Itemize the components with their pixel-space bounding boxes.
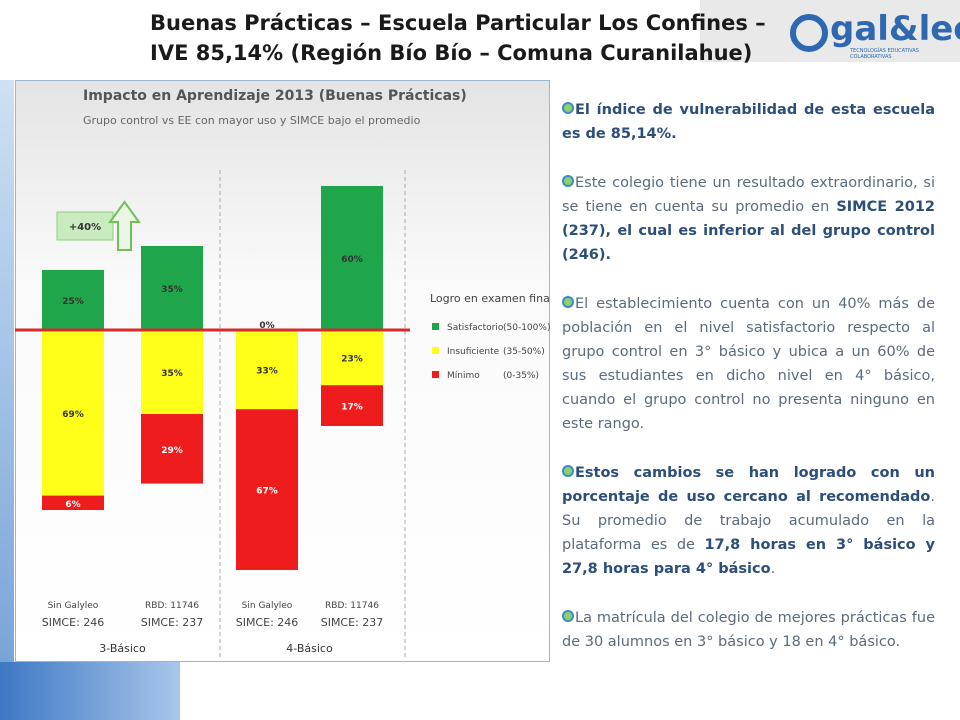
logo-band bbox=[700, 0, 960, 62]
bar-segment bbox=[42, 495, 104, 510]
legend-label: Mínimo bbox=[447, 371, 480, 381]
bar-segment bbox=[42, 330, 104, 496]
legend-title: Logro en examen final bbox=[430, 292, 550, 305]
annotation: +40% bbox=[69, 222, 101, 233]
value-label: 29% bbox=[161, 446, 183, 456]
legend-range: (50-100%) bbox=[503, 323, 550, 333]
bullet-text: 17,8 horas en 3° básico y 27,8 horas par… bbox=[562, 537, 935, 577]
x-tick-label: RBD: 11746 bbox=[325, 601, 379, 611]
bar-segment bbox=[141, 330, 203, 414]
legend-swatch bbox=[432, 323, 439, 330]
chart-title: Impacto en Aprendizaje 2013 (Buenas Prác… bbox=[83, 88, 467, 104]
value-label: 17% bbox=[341, 403, 363, 413]
value-label: 35% bbox=[161, 285, 183, 295]
bar-segment bbox=[236, 409, 298, 570]
bullet: El establecimiento cuenta con un 40% más… bbox=[562, 292, 935, 436]
bullets: El índice de vulnerabilidad de esta escu… bbox=[562, 98, 935, 679]
x-tick-label: SIMCE: 237 bbox=[141, 616, 204, 629]
legend-range: (0-35%) bbox=[503, 371, 539, 381]
bullet-text: . Su promedio de trabajo acumulado en la… bbox=[562, 489, 935, 553]
x-tick-label: SIMCE: 246 bbox=[42, 616, 105, 629]
bullet-text: La matrícula del colegio de mejores prác… bbox=[562, 610, 935, 650]
value-label: 6% bbox=[65, 500, 80, 510]
bar-segment bbox=[141, 414, 203, 484]
bullet: El índice de vulnerabilidad de esta escu… bbox=[562, 98, 935, 146]
bullet-text: El índice de vulnerabilidad de esta escu… bbox=[562, 102, 935, 142]
value-label: 25% bbox=[62, 297, 84, 307]
bullet-icon bbox=[562, 296, 574, 308]
bar-segment bbox=[236, 330, 298, 410]
value-label: 69% bbox=[62, 410, 84, 420]
up-arrow bbox=[108, 200, 141, 251]
x-tick-label: SIMCE: 246 bbox=[236, 616, 299, 629]
bullet-text: SIMCE 2012 (237), el cual es inferior al… bbox=[562, 199, 935, 263]
bar-segment bbox=[321, 330, 383, 386]
value-label: 67% bbox=[256, 487, 278, 497]
bar-segment bbox=[141, 246, 203, 330]
bar-segment bbox=[321, 186, 383, 330]
value-label: 60% bbox=[341, 255, 363, 265]
logo-tagline: TECNOLOGÍAS EDUCATIVAS COLABORATIVAS bbox=[850, 48, 919, 60]
annotation-box bbox=[56, 211, 114, 241]
logo-icon bbox=[790, 14, 828, 52]
bullet-icon bbox=[562, 610, 574, 622]
legend-label: Insuficiente bbox=[447, 347, 500, 357]
chart-subtitle: Grupo control vs EE con mayor uso y SIMC… bbox=[83, 114, 421, 127]
corner-shape bbox=[0, 662, 180, 720]
value-label: 35% bbox=[161, 369, 183, 379]
bullet-text: Este colegio tiene un resultado extraord… bbox=[562, 175, 935, 215]
bullet-text: Estos cambios se han logrado con un porc… bbox=[562, 465, 935, 505]
group-label: 3-Básico bbox=[99, 642, 146, 655]
legend-label: Satisfactorio bbox=[447, 323, 504, 333]
bullet-icon bbox=[562, 102, 574, 114]
bullet-text: . bbox=[770, 561, 776, 577]
slide-title: Buenas Prácticas – Escuela Particular Lo… bbox=[150, 8, 766, 68]
logo-name: gal&leo bbox=[830, 9, 960, 49]
x-tick-label: Sin Galyleo bbox=[242, 601, 293, 611]
bullet-icon bbox=[562, 175, 574, 187]
left-stripe bbox=[0, 80, 14, 720]
bullet: Este colegio tiene un resultado extraord… bbox=[562, 171, 935, 267]
chart: Impacto en Aprendizaje 2013 (Buenas Prác… bbox=[15, 80, 550, 662]
bullet: Estos cambios se han logrado con un porc… bbox=[562, 461, 935, 581]
bullet: La matrícula del colegio de mejores prác… bbox=[562, 606, 935, 654]
value-label: 33% bbox=[256, 367, 278, 377]
group-label: 4-Básico bbox=[286, 642, 333, 655]
value-label: 0% bbox=[259, 321, 274, 331]
title-line: Buenas Prácticas – Escuela Particular Lo… bbox=[150, 11, 766, 35]
bar-segment bbox=[42, 270, 104, 330]
x-tick-label: SIMCE: 237 bbox=[321, 616, 384, 629]
bullet-text: El establecimiento cuenta con un 40% más… bbox=[562, 296, 935, 432]
legend-swatch bbox=[432, 347, 439, 354]
legend-swatch bbox=[432, 371, 439, 378]
x-tick-label: RBD: 11746 bbox=[145, 601, 199, 611]
title-line: IVE 85,14% (Región Bío Bío – Comuna Cura… bbox=[150, 41, 753, 65]
logo: gal&leo TECNOLOGÍAS EDUCATIVAS COLABORAT… bbox=[790, 9, 960, 60]
legend-range: (35-50%) bbox=[503, 347, 545, 357]
x-tick-label: Sin Galyleo bbox=[48, 601, 99, 611]
bullet-icon bbox=[562, 465, 574, 477]
bar-segment bbox=[321, 385, 383, 426]
value-label: 23% bbox=[341, 355, 363, 365]
